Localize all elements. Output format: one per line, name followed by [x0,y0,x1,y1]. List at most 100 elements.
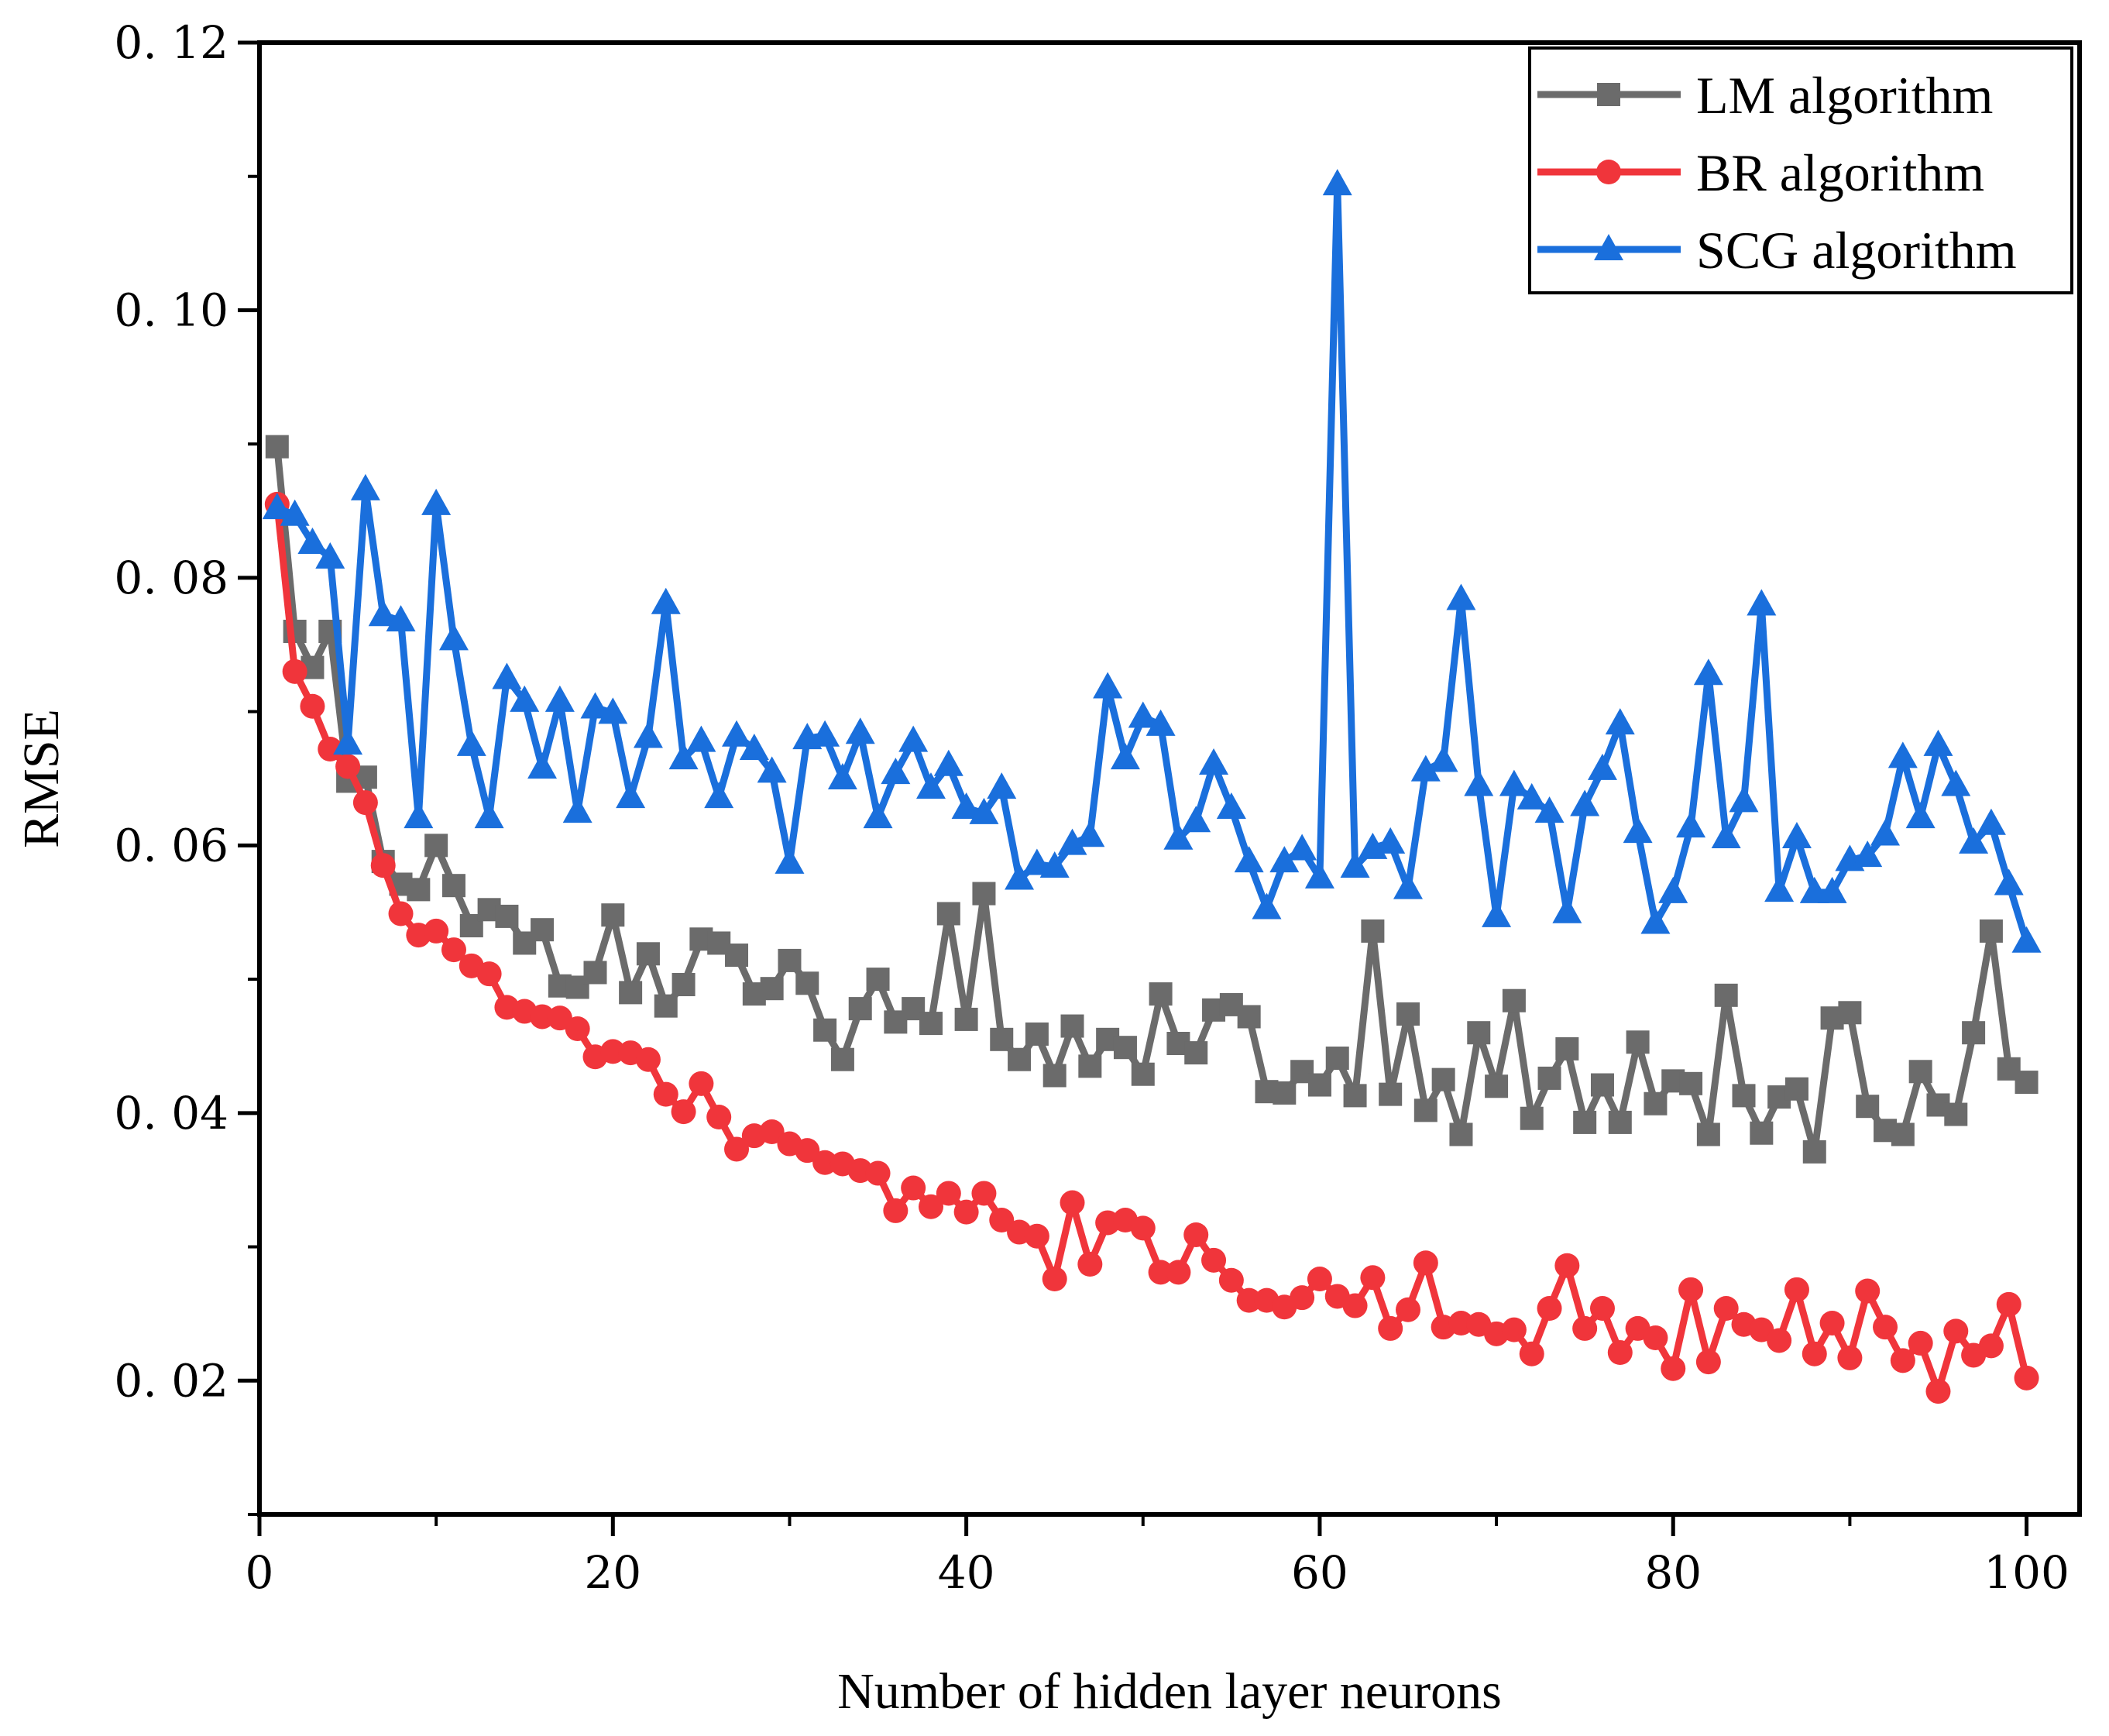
series-lm-point [1802,1140,1826,1164]
series-br-point [1077,1252,1103,1277]
y-axis-title: RMSE [13,709,70,848]
series-scg-point [1905,802,1936,829]
series-lm-point [1237,1005,1261,1029]
series-br-point [388,901,414,926]
series-lm-point [1626,1030,1650,1054]
series-scg-point [1057,828,1087,855]
y-tick-label: 0. 12 [114,16,228,69]
series-scg-point [1340,851,1370,878]
series-scg-point [1234,846,1264,873]
series-scg-point [616,782,646,809]
series-scg-point [421,488,452,515]
legend-br-label: BR algorithm [1696,143,1984,202]
series-lm-point [1573,1110,1597,1134]
series-scg-point [562,796,593,823]
series-scg-point [1110,743,1140,770]
series-br-point [1643,1325,1668,1350]
series-lm [265,435,2039,1164]
series-lm-point [1113,1036,1137,1060]
series-lm-point [1644,1091,1668,1116]
series-scg [262,169,2042,953]
series-scg-point [1853,840,1883,868]
tick-labels: 0 20 40 60 80 100 0. 02 0. 04 0. 06 0. 08 0. 10 0. … [114,16,2069,1599]
series-lm-point [1379,1082,1403,1106]
series-scg-point [1464,769,1494,796]
y-tick-label: 0. 04 [114,1087,228,1140]
series-br-point [1819,1311,1845,1336]
series-br-point [1767,1328,1792,1353]
series-br-point [600,1039,626,1064]
series-scg-point [1039,851,1070,878]
series-scg-point [898,725,929,752]
legend: LM algorithm BR algorithm SCG algorithm [1528,46,2073,294]
series-scg-point [315,542,345,569]
series-br-point [689,1071,714,1096]
series-lm-point [990,1027,1014,1051]
series-lm-point [1060,1014,1084,1038]
series-scg-point [527,752,558,779]
series-scg-point [1605,708,1635,735]
series-scg-point [1075,820,1105,847]
series-lm-point [1343,1084,1367,1108]
series-scg-point [1941,769,1971,796]
series-scg-point [1216,792,1246,819]
series-br-point [671,1099,696,1125]
series-lm-point [1838,1001,1862,1025]
series-lm-point [1042,1064,1067,1088]
series-br-point [812,1150,838,1175]
series-lm-point [936,902,960,926]
series-br-point [1537,1296,1562,1321]
series-br-point [918,1194,943,1219]
series-lm-point [1679,1071,1703,1095]
series-br-point [1873,1315,1898,1340]
x-tick-label: 100 [1984,1546,2069,1599]
series-lm-point [1502,988,1526,1012]
series-scg-point [881,758,911,785]
series-br-point [1218,1267,1244,1293]
series-br-point [1378,1315,1403,1341]
series-scg-point [1747,589,1777,616]
series-scg-point [651,587,681,614]
series-br-point [1201,1247,1227,1273]
series-lm-point [672,973,696,996]
series-br-point [1695,1349,1721,1375]
series-br-point [901,1175,926,1201]
series-br-point [1360,1265,1386,1291]
series-scg-point [1887,741,1918,768]
series-scg-point [704,782,734,809]
series-lm-point [1750,1121,1774,1145]
series-br-point [1713,1296,1739,1321]
series-br-point [1607,1340,1633,1365]
series-br-point [530,1004,555,1030]
series-scg-point [1022,848,1052,875]
series-lm-point [531,918,555,942]
series-br-point [335,754,361,779]
y-tick-label: 0. 06 [114,819,228,871]
series-scg-point [386,605,416,632]
series-br-point [1519,1341,1544,1366]
series-br-point [795,1138,820,1164]
series-scg-point [1534,796,1565,823]
series-br-point [1661,1356,1686,1381]
series-lm-point [1131,1062,1155,1086]
series-br-point [352,790,378,816]
series-scg-point [827,763,857,789]
series-br-point [1448,1311,1474,1336]
series-scg-point [1482,900,1512,927]
series-scg-point [1499,769,1529,796]
series-br-point [1148,1260,1173,1285]
series-lm-point [1078,1054,1102,1078]
series-lm-point [1784,1077,1808,1101]
series-lm-point [1184,1041,1208,1065]
series-br-point [1501,1317,1527,1342]
series-lm-point [866,968,890,992]
series-lm-point [407,878,431,902]
series-lm-point [1449,1122,1473,1146]
series-scg-point [810,720,840,747]
series-scg-point [510,685,540,712]
series-br-point [1978,1333,2004,1359]
series-scg-point [1994,868,2024,896]
series-lm-point [1273,1081,1297,1105]
legend-scg-label: SCG algorithm [1696,221,2017,280]
series-scg-point [280,499,310,526]
